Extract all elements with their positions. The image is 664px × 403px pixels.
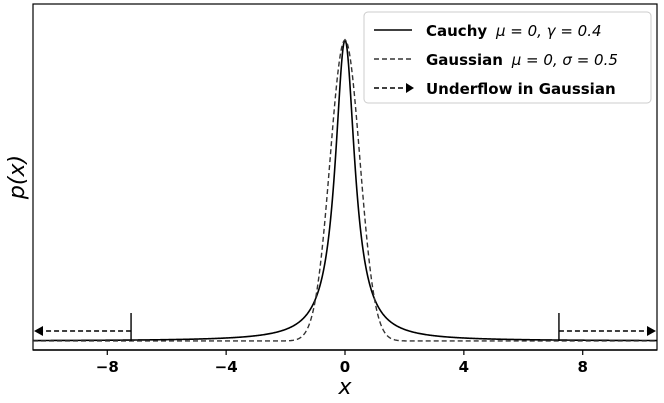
x-tick-label: 0 bbox=[340, 358, 350, 376]
legend-entry-cauchy: Cauchy μ = 0, γ = 0.4 bbox=[426, 22, 602, 40]
legend-entry-gaussian: Gaussian μ = 0, σ = 0.5 bbox=[426, 51, 618, 69]
legend-cauchy-name: Cauchy bbox=[426, 22, 487, 40]
y-axis-label: p(x) bbox=[5, 155, 30, 200]
legend-box bbox=[363, 11, 652, 104]
series-line-gaussian bbox=[33, 39, 657, 342]
x-tick-label: 4 bbox=[459, 358, 469, 376]
legend-gaussian-name: Gaussian bbox=[426, 51, 503, 69]
legend-gaussian-params: μ = 0, σ = 0.5 bbox=[511, 51, 618, 69]
underflow-arrow-left-head bbox=[34, 326, 43, 336]
legend-swatch-underflow-arrowhead bbox=[406, 83, 414, 93]
underflow-annotation bbox=[34, 313, 656, 341]
series-group bbox=[33, 38, 657, 342]
x-ticks: −8 −4 0 4 8 bbox=[96, 350, 588, 376]
underflow-arrow-right-head bbox=[647, 326, 656, 336]
x-axis-label: x bbox=[337, 375, 352, 400]
x-tick-label: 8 bbox=[577, 358, 587, 376]
legend-entry-underflow: Underflow in Gaussian bbox=[426, 80, 616, 98]
x-tick-label: −8 bbox=[96, 358, 119, 376]
legend: Cauchy μ = 0, γ = 0.4 Gaussian μ = 0, σ … bbox=[363, 11, 652, 104]
legend-cauchy-params: μ = 0, γ = 0.4 bbox=[495, 22, 602, 40]
x-tick-label: −4 bbox=[215, 358, 238, 376]
